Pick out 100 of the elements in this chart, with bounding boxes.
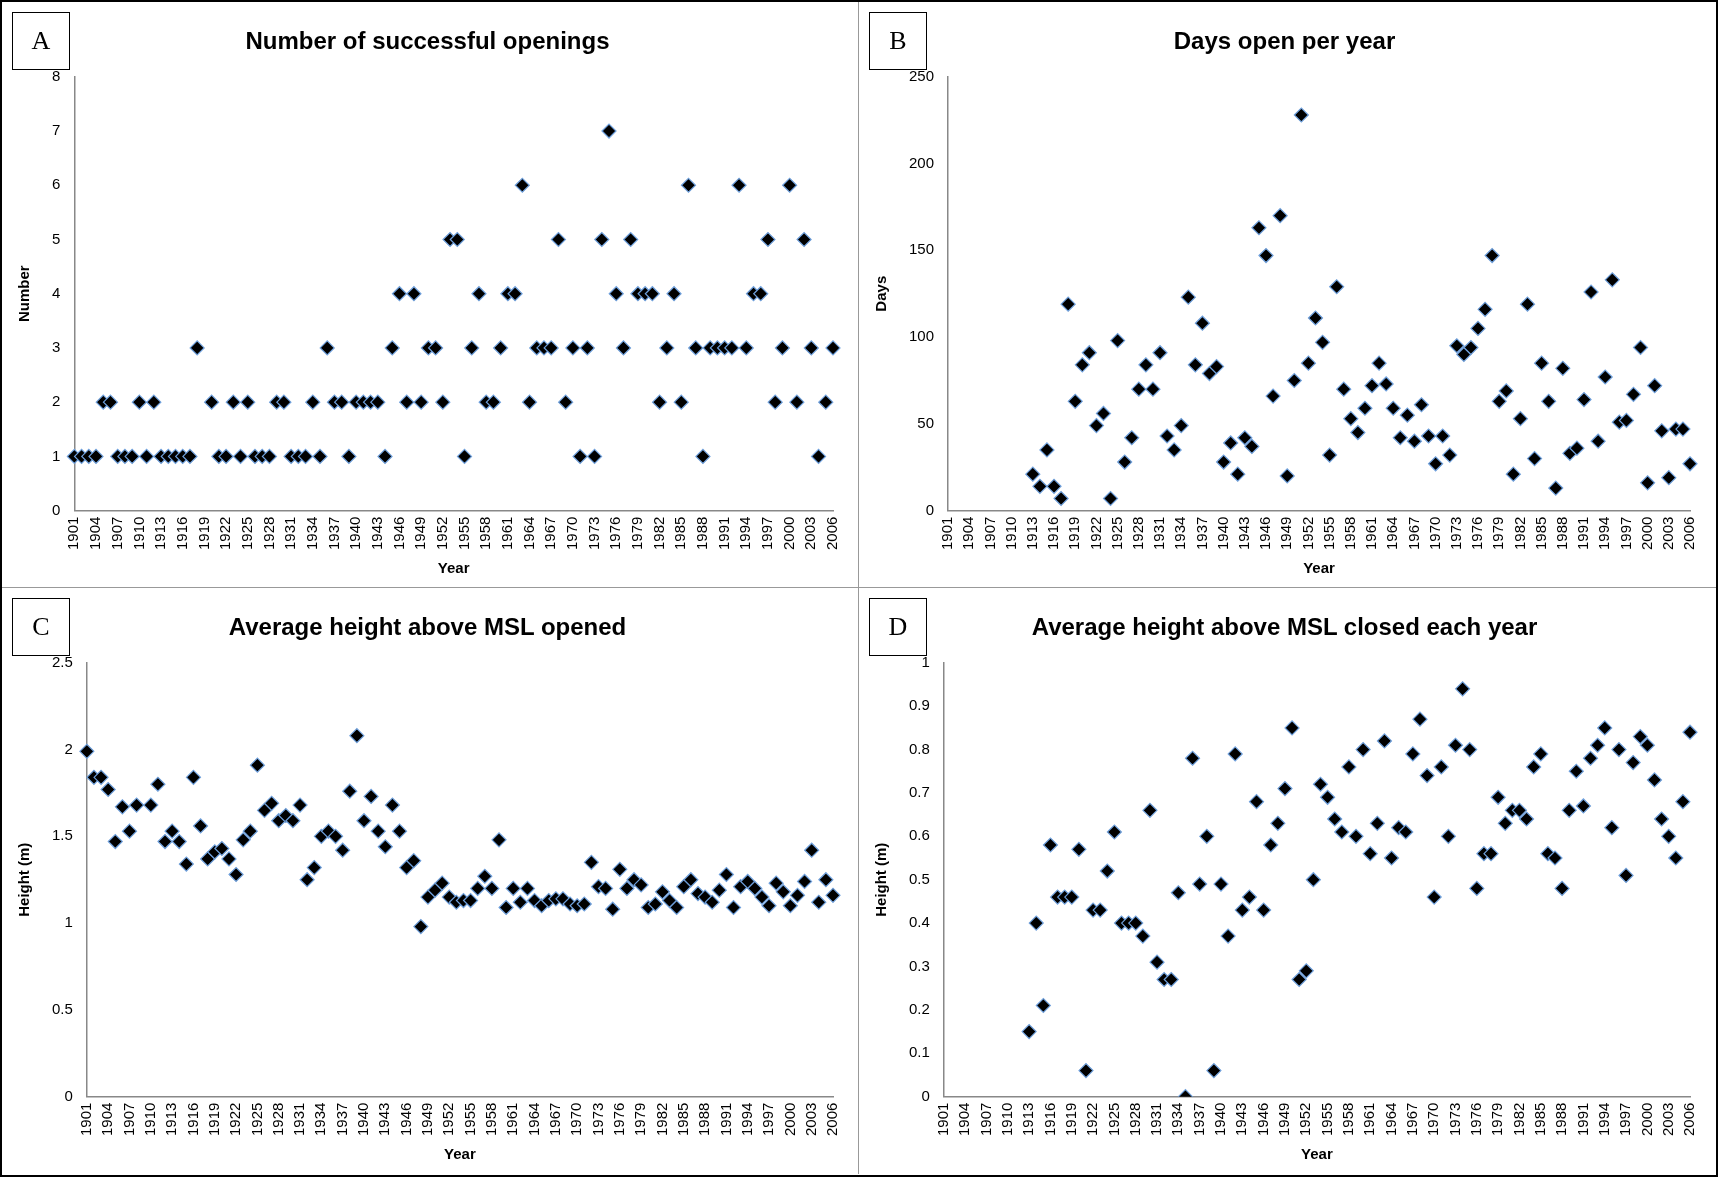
x-tick-label: 1928 [268,1102,286,1137]
x-tick-label: 1928 [1125,1102,1143,1137]
x-tick-label: 1976 [1468,516,1486,551]
x-tick-label: 1982 [652,1102,670,1137]
x-tick-label: 1961 [1360,1102,1378,1137]
x-tick-label: 1904 [959,516,977,551]
x-tick-label: 1904 [98,1102,116,1137]
text: D [888,612,908,641]
x-tick-label: 1913 [151,516,169,551]
y-tick-label: 200 [909,153,935,171]
x-tick-label: 1967 [1403,1102,1420,1137]
x-tick-label: 1991 [1573,1102,1591,1137]
x-tick-label: 2003 [801,1102,819,1137]
x-tick-label: 2000 [1637,1102,1655,1137]
y-tick-label: 0.5 [51,1000,73,1018]
x-tick-label: 1982 [649,516,667,551]
x-tick-label: 2000 [780,1102,798,1137]
x-tick-label: 1928 [259,516,277,551]
x-tick-label: 1988 [1552,516,1570,551]
x-tick-label: 1988 [695,1102,713,1137]
y-tick-label: 2 [64,739,73,757]
y-tick-label: 50 [917,414,935,432]
x-tick-label: 1946 [396,1102,414,1137]
chart-title: Average height above MSL closed each year [1031,613,1538,641]
x-tick-label: 1946 [389,516,407,551]
x-tick-label: 1973 [584,516,602,551]
x-tick-label: 1958 [482,1102,500,1137]
x-tick-label: 1952 [1296,1102,1314,1137]
y-tick-label: 0.4 [908,913,930,931]
x-tick-label: 1979 [628,516,646,551]
x-tick-label: 1913 [1019,1102,1037,1137]
x-tick-label: 1916 [1040,1102,1058,1137]
x-tick-label: 1973 [1445,1102,1463,1137]
x-tick-label: 1901 [938,516,956,551]
y-tick-label: 0.9 [908,696,930,714]
x-tick-label: 1952 [1298,516,1316,551]
y-tick-label: 3 [52,338,61,356]
x-tick-label: 1934 [1168,1102,1186,1137]
x-tick-label: 1916 [172,516,190,551]
x-tick-label: 1967 [546,1102,563,1137]
x-tick-label: 1922 [216,516,234,551]
y-tick-label: 0 [921,1086,930,1104]
x-tick-label: 1904 [955,1102,973,1137]
x-tick-label: 1928 [1128,516,1146,551]
x-tick-label: 1907 [107,516,125,551]
x-tick-label: 2006 [1680,516,1698,551]
x-tick-label: 1901 [933,1102,951,1137]
x-tick-label: 1907 [976,1102,994,1137]
y-tick-label: 0.1 [908,1043,930,1061]
chart-title: Days open per year [1173,27,1396,55]
y-tick-label: 2 [52,392,61,410]
y-tick-label: 7 [52,121,61,139]
x-tick-label: 1943 [1234,516,1252,551]
y-tick-label: 250 [909,66,935,84]
y-tick-label: 100 [909,327,935,345]
x-tick-label: 1937 [1192,516,1210,551]
x-tick-label: 1979 [1488,1102,1506,1137]
x-tick-label: 1937 [332,1102,350,1137]
x-tick-label: 1982 [1510,516,1528,551]
x-tick-label: 1955 [460,1102,478,1137]
x-tick-label: 1988 [1552,1102,1570,1137]
x-tick-label: 2006 [823,516,841,551]
chart-title: Average height above MSL opened [228,613,627,641]
x-tick-label: 1964 [1381,1102,1399,1137]
x-tick-label: 1931 [1150,516,1168,551]
x-tick-label: 1994 [736,516,754,551]
x-tick-label: 1907 [119,1102,137,1137]
x-axis-title: Year [1301,1145,1333,1163]
x-tick-label: 1949 [1275,1102,1293,1137]
x-tick-label: 1976 [1466,1102,1484,1137]
x-tick-label: 1949 [418,1102,436,1137]
x-tick-label: 1931 [281,516,299,551]
x-tick-label: 1994 [737,1102,755,1137]
x-tick-label: 1997 [759,1102,777,1137]
x-tick-label: 1940 [1211,1102,1229,1137]
x-tick-label: 1946 [1256,516,1274,551]
y-tick-label: 0 [64,1086,73,1104]
x-tick-label: 1919 [204,1102,222,1137]
x-axis-title: Year [1303,559,1336,577]
text: C [32,612,50,641]
x-tick-label: 1967 [1404,516,1422,551]
y-tick-label: 0.8 [908,739,930,757]
x-tick-label: 1925 [247,1102,265,1137]
x-tick-label: 1982 [1509,1102,1527,1137]
x-tick-label: 1979 [631,1102,649,1137]
x-tick-label: 1946 [1253,1102,1271,1137]
x-tick-label: 1916 [183,1102,201,1137]
x-tick-label: 1901 [76,1102,94,1137]
x-tick-label: 1997 [1616,1102,1634,1137]
x-tick-label: 1940 [1213,516,1231,551]
x-tick-label: 1985 [671,516,689,551]
x-tick-label: 1964 [519,516,537,551]
x-tick-label: 1973 [1446,516,1464,551]
x-tick-label: 1970 [563,516,581,551]
text: A [31,26,51,55]
x-tick-label: 2003 [1658,516,1676,551]
x-tick-label: 1955 [1319,516,1337,551]
x-tick-label: 1925 [1104,1102,1122,1137]
x-tick-label: 1925 [237,516,255,551]
y-tick-label: 1 [64,913,73,931]
